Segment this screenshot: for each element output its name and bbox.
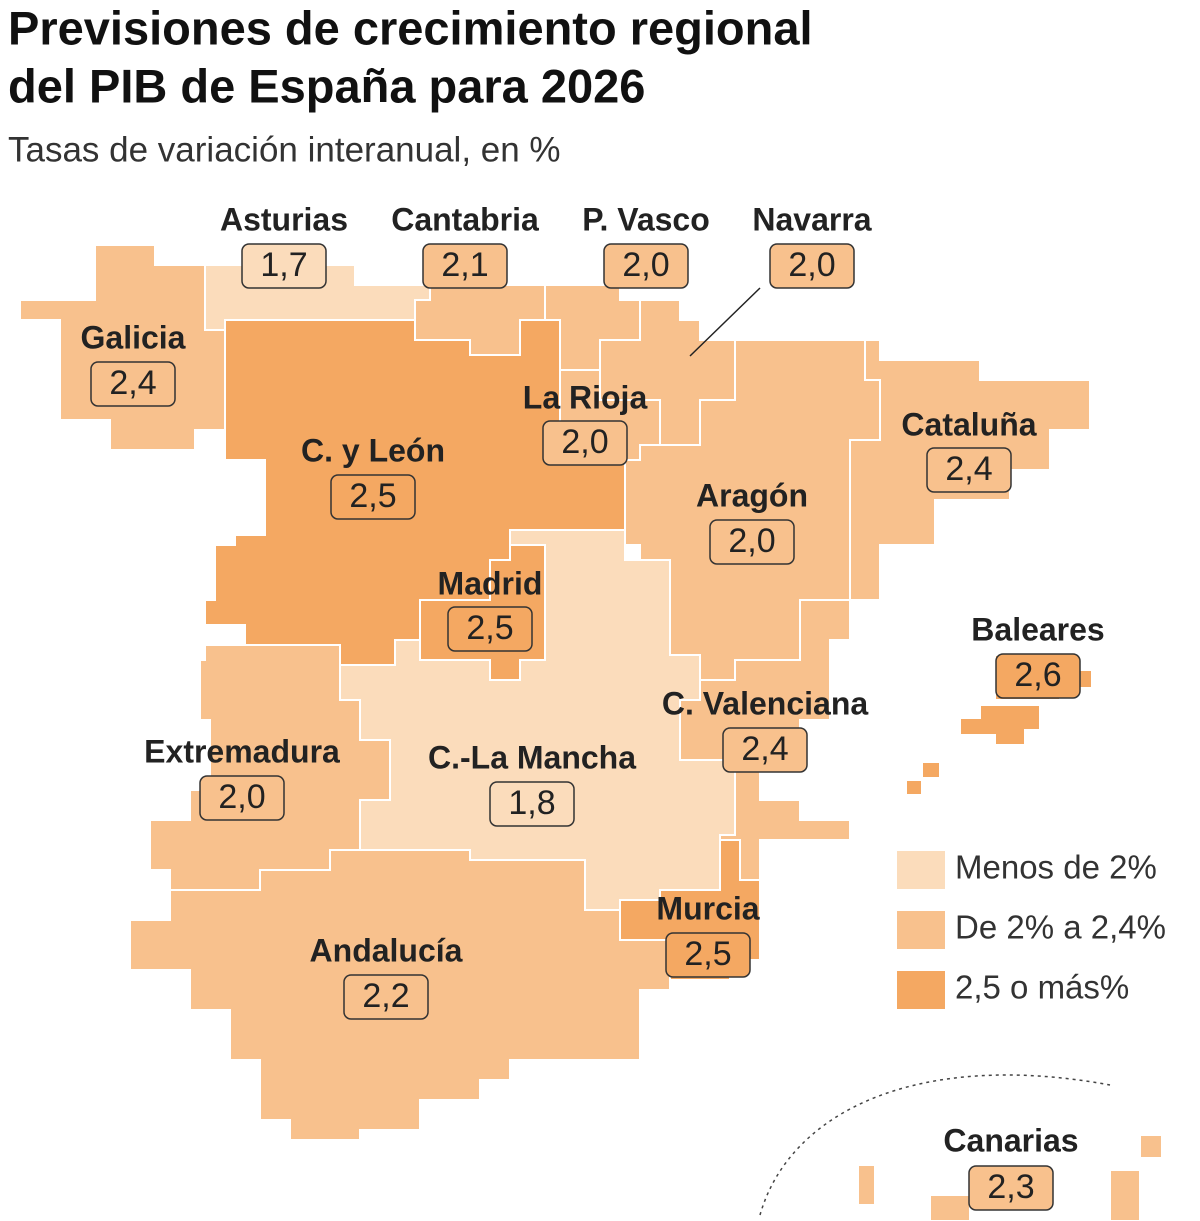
region-name: Navarra [752, 201, 871, 237]
value-box [968, 1165, 1054, 1211]
region-name: C. Valenciana [662, 685, 869, 721]
region-value: 2,6 [1014, 656, 1061, 694]
legend-label: De 2% a 2,4% [955, 909, 1166, 946]
legend-label: 2,5 o más% [955, 969, 1129, 1006]
region-name: C. y León [301, 432, 445, 468]
value-box [926, 447, 1012, 493]
region-name: C.-La Mancha [428, 739, 636, 775]
value-box [603, 243, 689, 289]
region-name: Extremadura [144, 733, 340, 769]
region-shape [1109, 1169, 1141, 1221]
region-value: 2,4 [741, 730, 788, 768]
region-value: 2,5 [684, 935, 731, 973]
region-value: 2,4 [109, 364, 156, 402]
region-value: 2,5 [349, 477, 396, 515]
region-name: Asturias [220, 201, 348, 237]
region-name: Aragón [696, 477, 808, 513]
region-name: Canarias [943, 1122, 1078, 1158]
region-value: 2,0 [561, 423, 608, 461]
legend-label: Menos de 2% [955, 849, 1157, 886]
value-box [709, 519, 795, 565]
value-box [489, 781, 575, 827]
value-box [330, 474, 416, 520]
region-name: Murcia [656, 890, 759, 926]
region-name: Cataluña [901, 406, 1036, 442]
region-value: 2,0 [728, 522, 775, 560]
region-name: Galicia [81, 319, 186, 355]
legend-swatch [897, 851, 945, 889]
region-value: 2,2 [362, 977, 409, 1015]
region-value: 1,7 [260, 246, 307, 284]
value-box [665, 932, 751, 978]
region-name: P. Vasco [582, 201, 710, 237]
region-shape [1139, 1134, 1163, 1159]
region-value: 2,3 [987, 1168, 1034, 1206]
value-box [722, 727, 808, 773]
value-box [447, 606, 533, 652]
region-name: La Rioja [523, 379, 648, 415]
region-name: Baleares [971, 611, 1104, 647]
value-box [241, 243, 327, 289]
region-shape [959, 704, 1041, 746]
value-box [422, 243, 508, 289]
value-box [769, 243, 855, 289]
legend-swatch [897, 971, 945, 1009]
value-box [542, 420, 628, 466]
inset-border [759, 1074, 1111, 1216]
value-box [90, 361, 176, 407]
title-line: del PIB de España para 2026 [8, 59, 645, 112]
region-name: Cantabria [391, 201, 539, 237]
legend-swatch [897, 911, 945, 949]
labels: Asturias 1,7 Cantabria 2,1 P. Vasco 2,0 Navarr… [81, 201, 1105, 1211]
value-box [343, 974, 429, 1020]
region-shape [857, 1164, 876, 1206]
value-box [199, 775, 285, 821]
region-value: 1,8 [508, 784, 555, 822]
region-value: 2,1 [441, 246, 488, 284]
subtitle: Tasas de variación interanual, en % [8, 130, 561, 169]
region-shape [905, 779, 923, 796]
region-name: Madrid [438, 565, 543, 601]
region-value: 2,5 [466, 609, 513, 647]
region-shape [929, 1194, 971, 1221]
title-line: Previsiones de crecimiento regional [8, 1, 813, 54]
value-box [995, 653, 1081, 699]
region-name: Andalucía [310, 932, 463, 968]
leader-line [689, 287, 761, 357]
region-value: 2,4 [945, 450, 992, 488]
region-value: 2,0 [622, 246, 669, 284]
legend: Menos de 2% De 2% a 2,4% 2,5 o más% [897, 849, 1166, 1009]
region-shape [921, 761, 941, 779]
region-value: 2,0 [218, 778, 265, 816]
region-value: 2,0 [788, 246, 835, 284]
